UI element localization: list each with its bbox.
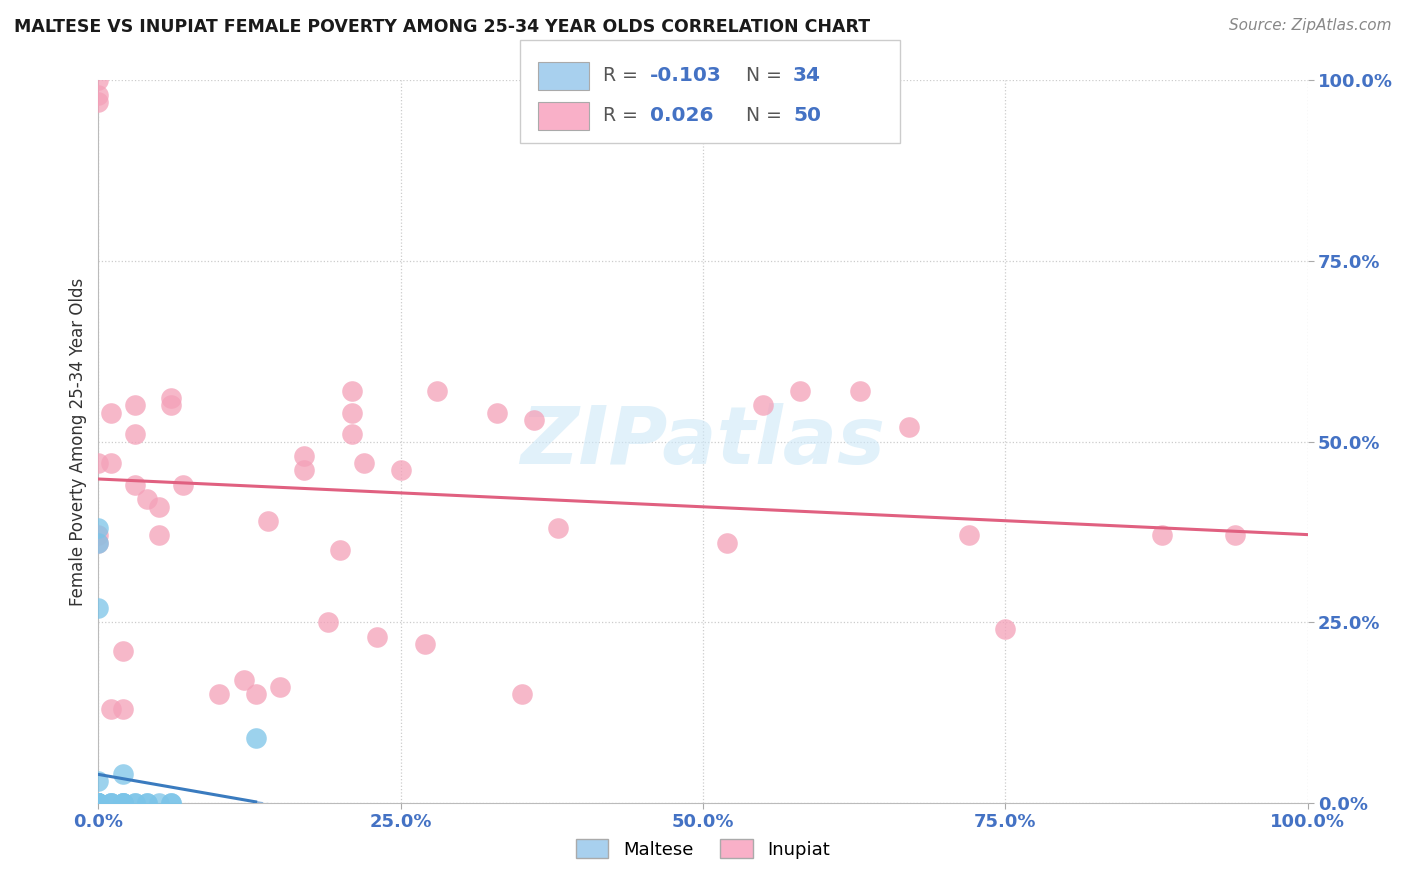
- Point: [87, 796, 110, 810]
- Point: [100, 796, 122, 810]
- Point: [87, 796, 110, 810]
- Point: [124, 796, 146, 810]
- Point: [342, 427, 364, 442]
- Point: [413, 637, 436, 651]
- Point: [124, 398, 146, 412]
- Point: [111, 767, 134, 781]
- Point: [426, 384, 449, 398]
- Point: [124, 478, 146, 492]
- Point: [148, 500, 170, 514]
- Point: [486, 406, 509, 420]
- Point: [342, 406, 364, 420]
- Point: [87, 600, 110, 615]
- Point: [160, 398, 183, 412]
- Point: [111, 796, 134, 810]
- Text: MALTESE VS INUPIAT FEMALE POVERTY AMONG 25-34 YEAR OLDS CORRELATION CHART: MALTESE VS INUPIAT FEMALE POVERTY AMONG …: [14, 18, 870, 36]
- Point: [87, 796, 110, 810]
- Point: [87, 796, 110, 810]
- Point: [148, 528, 170, 542]
- Point: [87, 796, 110, 810]
- Point: [87, 535, 110, 549]
- Point: [100, 406, 122, 420]
- Point: [160, 796, 183, 810]
- Point: [353, 456, 375, 470]
- Text: 34: 34: [793, 66, 821, 86]
- Point: [994, 623, 1017, 637]
- Y-axis label: Female Poverty Among 25-34 Year Olds: Female Poverty Among 25-34 Year Olds: [69, 277, 87, 606]
- Point: [135, 796, 157, 810]
- Point: [897, 420, 920, 434]
- Point: [245, 731, 267, 745]
- Text: N =: N =: [734, 66, 787, 86]
- Point: [87, 95, 110, 109]
- Point: [87, 796, 110, 810]
- Point: [111, 702, 134, 716]
- Point: [523, 413, 546, 427]
- Point: [87, 87, 110, 102]
- Point: [87, 528, 110, 542]
- Point: [1223, 528, 1246, 542]
- Point: [269, 680, 291, 694]
- Point: [111, 796, 134, 810]
- Point: [87, 73, 110, 87]
- Point: [510, 687, 533, 701]
- Text: 0.026: 0.026: [650, 106, 713, 126]
- Text: 50: 50: [793, 106, 821, 126]
- Point: [208, 687, 231, 701]
- Point: [87, 774, 110, 789]
- Point: [124, 427, 146, 442]
- Point: [245, 687, 267, 701]
- Point: [100, 796, 122, 810]
- Point: [87, 796, 110, 810]
- Point: [87, 796, 110, 810]
- Point: [547, 521, 569, 535]
- Point: [789, 384, 811, 398]
- Point: [100, 456, 122, 470]
- Point: [849, 384, 872, 398]
- Point: [232, 673, 254, 687]
- Point: [87, 456, 110, 470]
- Point: [716, 535, 738, 549]
- Text: Source: ZipAtlas.com: Source: ZipAtlas.com: [1229, 18, 1392, 33]
- Point: [135, 492, 157, 507]
- Point: [957, 528, 980, 542]
- Point: [1152, 528, 1174, 542]
- Point: [329, 542, 352, 557]
- Point: [316, 615, 339, 630]
- Point: [87, 796, 110, 810]
- Point: [160, 391, 183, 405]
- Point: [87, 796, 110, 810]
- Text: N =: N =: [734, 106, 787, 126]
- Point: [342, 384, 364, 398]
- Point: [124, 796, 146, 810]
- Point: [389, 463, 412, 477]
- Point: [111, 796, 134, 810]
- Text: -0.103: -0.103: [650, 66, 721, 86]
- Point: [111, 644, 134, 658]
- Point: [366, 630, 388, 644]
- Point: [256, 514, 278, 528]
- Text: ZIPatlas: ZIPatlas: [520, 402, 886, 481]
- Point: [752, 398, 775, 412]
- Text: R =: R =: [603, 106, 644, 126]
- Point: [87, 796, 110, 810]
- Point: [172, 478, 194, 492]
- Point: [135, 796, 157, 810]
- Point: [87, 796, 110, 810]
- Point: [100, 796, 122, 810]
- Point: [87, 521, 110, 535]
- Point: [87, 796, 110, 810]
- Point: [87, 796, 110, 810]
- Text: R =: R =: [603, 66, 644, 86]
- Point: [148, 796, 170, 810]
- Point: [292, 449, 315, 463]
- Point: [87, 535, 110, 549]
- Point: [292, 463, 315, 477]
- Legend: Maltese, Inupiat: Maltese, Inupiat: [569, 832, 837, 866]
- Point: [100, 702, 122, 716]
- Point: [111, 796, 134, 810]
- Point: [160, 796, 183, 810]
